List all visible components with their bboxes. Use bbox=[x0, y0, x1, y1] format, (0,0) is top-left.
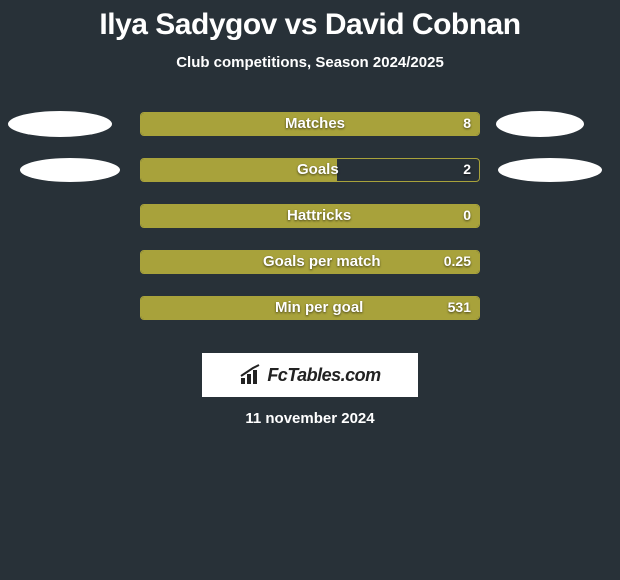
stat-value: 0 bbox=[463, 207, 471, 223]
left-player-ellipse bbox=[8, 111, 112, 137]
brand-box: FcTables.com bbox=[202, 353, 418, 397]
stat-row: Goals per match 0.25 bbox=[0, 239, 620, 285]
stat-value: 8 bbox=[463, 115, 471, 131]
stat-label: Hattricks bbox=[287, 207, 351, 224]
bar-track: Min per goal 531 bbox=[140, 296, 480, 320]
stat-row: Goals 2 bbox=[0, 147, 620, 193]
stat-value: 0.25 bbox=[444, 253, 471, 269]
page-title: Ilya Sadygov vs David Cobnan bbox=[0, 0, 620, 42]
bar-track: Matches 8 bbox=[140, 112, 480, 136]
stat-row: Matches 8 bbox=[0, 101, 620, 147]
stat-label: Goals bbox=[297, 161, 339, 178]
stat-row: Hattricks 0 bbox=[0, 193, 620, 239]
comparison-chart: Matches 8 Goals 2 Hattricks 0 Goals per match 0… bbox=[0, 101, 620, 341]
right-player-ellipse bbox=[498, 158, 602, 182]
bar-track: Goals per match 0.25 bbox=[140, 250, 480, 274]
stat-value: 531 bbox=[448, 299, 471, 315]
bar-track: Goals 2 bbox=[140, 158, 480, 182]
right-player-ellipse bbox=[496, 111, 584, 137]
brand-chart-icon bbox=[239, 364, 263, 386]
stat-label: Matches bbox=[285, 115, 345, 132]
footer-date: 11 november 2024 bbox=[0, 410, 620, 427]
page-subtitle: Club competitions, Season 2024/2025 bbox=[0, 54, 620, 71]
left-player-ellipse bbox=[20, 158, 120, 182]
stat-value: 2 bbox=[463, 161, 471, 177]
stat-row: Min per goal 531 bbox=[0, 285, 620, 331]
brand-inner: FcTables.com bbox=[239, 364, 380, 386]
stat-label: Min per goal bbox=[275, 299, 363, 316]
bar-track: Hattricks 0 bbox=[140, 204, 480, 228]
stat-label: Goals per match bbox=[263, 253, 381, 270]
brand-text: FcTables.com bbox=[267, 365, 380, 386]
